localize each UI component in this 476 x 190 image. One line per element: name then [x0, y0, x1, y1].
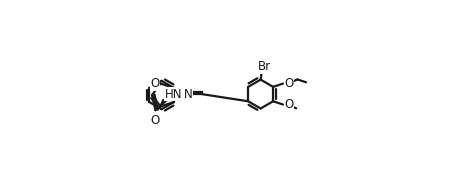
Text: O: O	[151, 114, 160, 127]
Text: O: O	[285, 77, 294, 90]
Text: N: N	[184, 88, 192, 101]
Text: O: O	[285, 98, 294, 111]
Text: Br: Br	[258, 60, 270, 73]
Text: I: I	[163, 89, 166, 99]
Text: O: O	[150, 77, 159, 90]
Text: HN: HN	[165, 88, 182, 101]
